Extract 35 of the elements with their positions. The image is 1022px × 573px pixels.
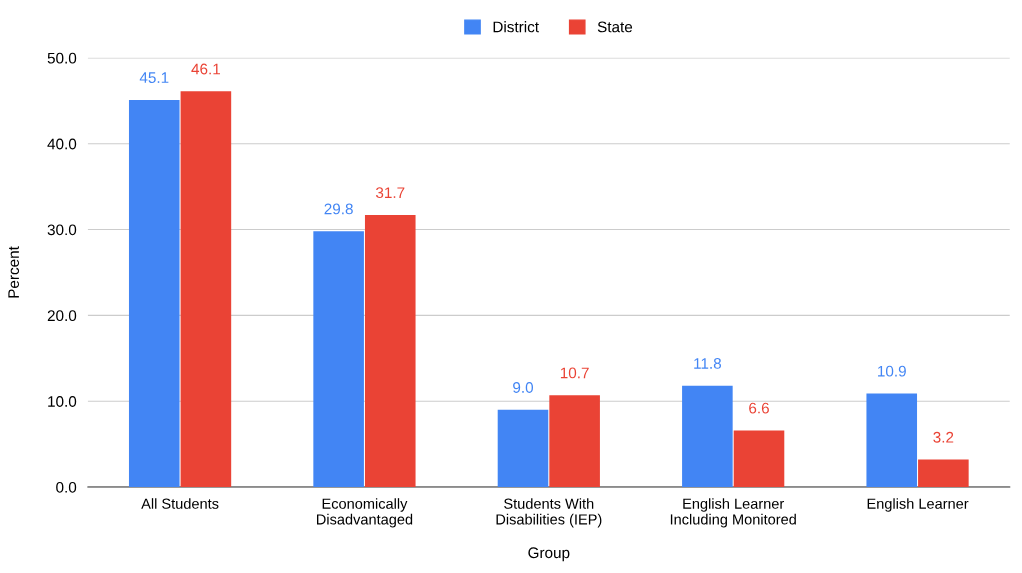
data-label: 3.2 xyxy=(933,431,954,443)
data-label: 11.8 xyxy=(694,358,722,369)
x-tick-label: All Students xyxy=(141,498,219,509)
y-tick-label: 20.0 xyxy=(47,310,77,322)
x-axis-title: Group xyxy=(528,547,570,562)
data-label: 29.8 xyxy=(324,203,353,215)
data-label: 10.9 xyxy=(878,365,906,377)
bar xyxy=(682,385,733,488)
bar xyxy=(733,430,785,488)
data-label: 9.0 xyxy=(513,382,534,393)
legend-label: State xyxy=(597,21,633,33)
y-axis-title: Percent xyxy=(8,246,20,298)
y-tick-label: 10.0 xyxy=(48,396,77,407)
bar xyxy=(313,231,364,488)
x-tick-label: Economically Disadvantaged xyxy=(317,498,413,528)
data-label: 10.7 xyxy=(560,367,589,379)
bar xyxy=(549,395,600,488)
bar xyxy=(918,459,969,488)
y-tick-label: 0.0 xyxy=(56,481,77,493)
bar xyxy=(497,409,549,488)
bar xyxy=(128,99,180,488)
legend-label: District xyxy=(493,21,539,33)
bar xyxy=(364,214,416,488)
data-label: 6.6 xyxy=(749,402,769,414)
x-tick-label: Students With Disabilities (IEP) xyxy=(496,498,602,528)
data-label: 45.1 xyxy=(139,72,169,84)
bar xyxy=(180,91,232,488)
y-tick-label: 50.0 xyxy=(47,52,77,64)
bar xyxy=(866,393,918,488)
x-tick-label: English Learner Including Monitored xyxy=(670,498,796,528)
data-label: 31.7 xyxy=(375,187,405,199)
x-tick-label: English Learner xyxy=(867,498,969,512)
y-tick-label: 30.0 xyxy=(47,224,77,236)
data-label: 46.1 xyxy=(191,63,221,75)
y-tick-label: 40.0 xyxy=(47,138,77,150)
